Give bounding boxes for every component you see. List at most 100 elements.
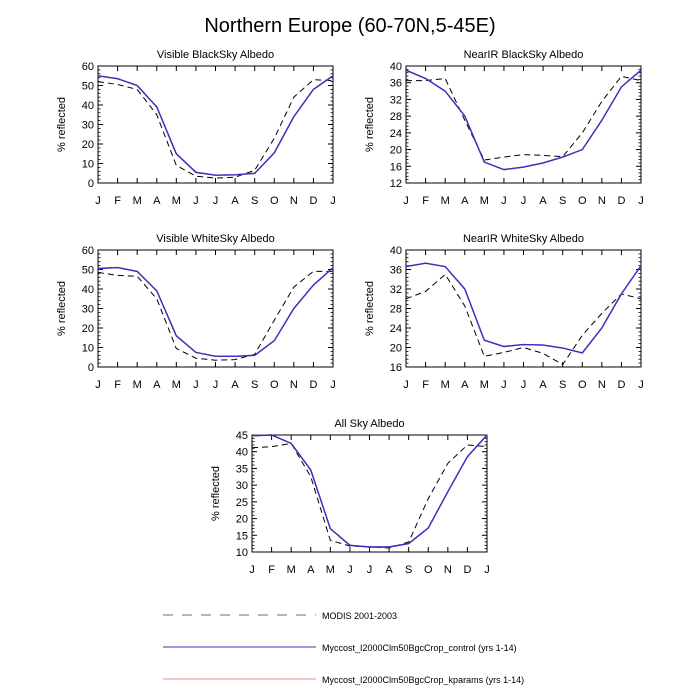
- x-tick-label: A: [231, 379, 239, 391]
- x-tick-label: M: [172, 195, 181, 207]
- y-axis-label: % reflected: [56, 281, 68, 336]
- x-tick-label: O: [270, 379, 279, 391]
- x-tick-label: J: [330, 379, 336, 391]
- series-line-kparams: [97, 75, 334, 176]
- x-tick-label: F: [422, 195, 429, 207]
- y-tick-label: 50: [82, 265, 94, 277]
- x-tick-label: J: [193, 379, 199, 391]
- x-tick-label: A: [153, 379, 161, 391]
- chart-panel-0: Visible BlackSky Albedo % reflected 0 10 20 3…: [56, 49, 336, 207]
- y-tick-label: 45: [236, 430, 248, 442]
- legend-entry-kparams: Myccost_I2000Clm50BgcCrop_kparams (yrs 1…: [163, 675, 524, 685]
- x-tick-label: S: [405, 564, 412, 576]
- y-tick-label: 40: [236, 447, 248, 459]
- y-axis-label: % reflected: [210, 466, 222, 521]
- y-tick-label: 35: [236, 463, 248, 475]
- series-line-control: [97, 266, 334, 357]
- x-tick-label: J: [213, 195, 219, 207]
- y-tick-label: 30: [82, 304, 94, 316]
- series-line-control: [97, 75, 334, 176]
- x-tick-label: M: [441, 379, 450, 391]
- x-tick-label: S: [559, 379, 566, 391]
- x-tick-label: S: [251, 379, 258, 391]
- x-tick-label: J: [95, 379, 101, 391]
- x-tick-label: J: [403, 379, 409, 391]
- y-tick-label: 32: [390, 94, 402, 106]
- y-tick-label: 10: [82, 159, 94, 171]
- x-tick-label: M: [480, 379, 489, 391]
- x-tick-label: N: [598, 195, 606, 207]
- y-tick-label: 40: [390, 245, 402, 257]
- x-tick-label: F: [422, 379, 429, 391]
- y-tick-label: 20: [390, 343, 402, 355]
- y-axis-label: % reflected: [364, 97, 376, 152]
- plot-frame: [405, 249, 642, 368]
- x-tick-label: M: [133, 379, 142, 391]
- x-tick-label: J: [521, 379, 527, 391]
- series-line-control: [405, 69, 642, 171]
- y-tick-label: 24: [390, 323, 402, 335]
- legend-entry-modis: MODIS 2001-2003: [163, 611, 397, 621]
- x-tick-label: A: [539, 195, 547, 207]
- x-tick-label: D: [463, 564, 471, 576]
- x-tick-label: D: [617, 379, 625, 391]
- chart-title: Visible WhiteSky Albedo: [156, 233, 274, 245]
- y-tick-label: 20: [82, 139, 94, 151]
- y-tick-label: 30: [236, 480, 248, 492]
- chart-panel-1: NearIR BlackSky Albedo % reflected 12 16 20 2…: [364, 49, 644, 207]
- x-tick-label: M: [480, 195, 489, 207]
- chart-panel-4: All Sky Albedo % reflected 10 15 20 25 30 35 40 4…: [210, 418, 490, 576]
- x-tick-label: J: [249, 564, 255, 576]
- x-tick-label: O: [578, 195, 587, 207]
- series-line-control: [251, 434, 488, 548]
- y-tick-label: 36: [390, 78, 402, 90]
- plot-frame: [251, 434, 488, 553]
- x-tick-label: F: [114, 195, 121, 207]
- x-tick-label: J: [367, 564, 373, 576]
- y-tick-label: 12: [390, 178, 402, 190]
- series-line-modis: [97, 79, 334, 179]
- series-line-control: [405, 262, 642, 354]
- x-tick-label: M: [287, 564, 296, 576]
- chart-title: Visible BlackSky Albedo: [157, 49, 274, 61]
- series-line-modis: [251, 442, 488, 549]
- x-tick-label: D: [617, 195, 625, 207]
- chart-title: All Sky Albedo: [334, 418, 404, 430]
- y-tick-label: 20: [390, 145, 402, 157]
- x-tick-label: N: [598, 379, 606, 391]
- x-tick-label: J: [193, 195, 199, 207]
- y-tick-label: 40: [82, 284, 94, 296]
- plot-frame: [405, 65, 642, 184]
- x-tick-label: J: [501, 195, 507, 207]
- y-tick-label: 25: [236, 497, 248, 509]
- chart-panel-2: Visible WhiteSky Albedo % reflected 0 10 20 3…: [56, 233, 336, 391]
- y-axis-label: % reflected: [56, 97, 68, 152]
- plot-frame: [97, 249, 334, 368]
- x-tick-label: J: [638, 195, 644, 207]
- chart-panels: Visible BlackSky Albedo % reflected 0 10 20 3…: [56, 49, 644, 576]
- x-tick-label: F: [114, 379, 121, 391]
- series-line-kparams: [97, 266, 334, 357]
- chart-title: NearIR BlackSky Albedo: [464, 49, 584, 61]
- y-axis-label: % reflected: [364, 281, 376, 336]
- y-tick-label: 16: [390, 362, 402, 374]
- x-tick-label: A: [153, 195, 161, 207]
- x-tick-label: J: [521, 195, 527, 207]
- y-tick-label: 20: [236, 514, 248, 526]
- x-tick-label: O: [270, 195, 279, 207]
- y-tick-label: 20: [82, 323, 94, 335]
- x-tick-label: J: [347, 564, 353, 576]
- x-tick-label: M: [326, 564, 335, 576]
- x-tick-label: M: [441, 195, 450, 207]
- y-tick-label: 28: [390, 111, 402, 123]
- series-line-modis: [97, 270, 333, 361]
- x-tick-label: A: [385, 564, 393, 576]
- legend-entry-control: Myccost_I2000Clm50BgcCrop_control (yrs 1…: [163, 643, 517, 653]
- y-tick-label: 60: [82, 61, 94, 73]
- x-tick-label: S: [251, 195, 258, 207]
- x-tick-label: N: [444, 564, 452, 576]
- series-line-kparams: [405, 69, 642, 171]
- x-tick-label: S: [559, 195, 566, 207]
- x-tick-label: M: [133, 195, 142, 207]
- x-tick-label: J: [501, 379, 507, 391]
